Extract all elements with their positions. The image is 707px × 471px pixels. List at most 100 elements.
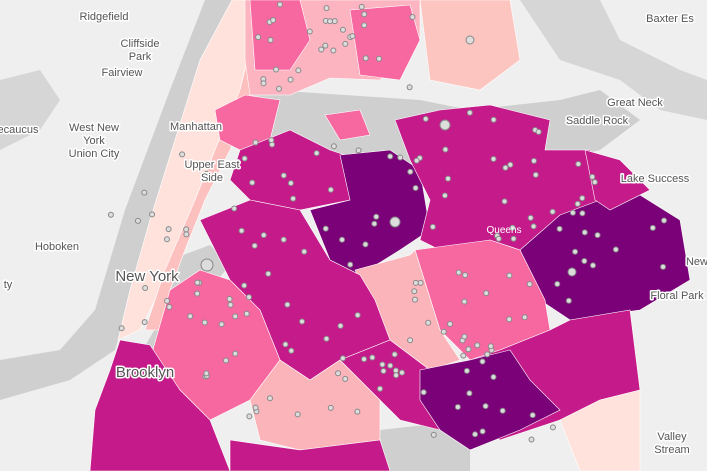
- point: [222, 357, 229, 364]
- point: [246, 294, 253, 301]
- place-label: Manhattan: [170, 121, 222, 133]
- point: [287, 76, 294, 83]
- place-label-line: Baxter Es: [646, 13, 694, 25]
- place-label: Queens: [486, 225, 521, 236]
- point: [149, 211, 156, 218]
- place-label-line: Lake Success: [621, 173, 690, 185]
- place-label-line: Saddle Rock: [566, 115, 629, 127]
- point: [441, 192, 448, 199]
- point: [194, 279, 201, 286]
- point: [420, 389, 427, 396]
- point: [238, 227, 245, 234]
- point: [589, 262, 596, 269]
- point: [280, 172, 287, 179]
- point: [549, 424, 556, 431]
- place-label: Valley Stream: [654, 431, 689, 456]
- point: [295, 67, 302, 74]
- place-label-line: Park: [129, 51, 152, 63]
- point: [429, 223, 436, 230]
- point: [479, 428, 486, 435]
- points: [107, 1, 668, 443]
- point: [440, 328, 447, 335]
- point: [549, 208, 556, 215]
- point: [572, 248, 579, 255]
- point: [460, 352, 467, 359]
- point: [387, 362, 394, 369]
- point: [164, 297, 171, 304]
- point: [354, 408, 361, 415]
- point: [479, 358, 486, 365]
- point: [323, 5, 330, 12]
- point: [377, 385, 384, 392]
- point: [660, 263, 667, 270]
- point: [387, 153, 394, 160]
- point: [203, 370, 210, 377]
- place-label: Fairview: [102, 67, 143, 79]
- place-label-line: New: [686, 256, 707, 268]
- point: [509, 224, 516, 231]
- place-label-line: Cliffside: [121, 38, 160, 50]
- point: [327, 186, 334, 193]
- point: [490, 374, 497, 381]
- point: [565, 297, 572, 304]
- point: [373, 213, 380, 220]
- point: [288, 347, 295, 354]
- point: [246, 413, 253, 420]
- point: [201, 319, 208, 326]
- place-label-line: Fairview: [102, 67, 143, 79]
- point: [194, 290, 201, 297]
- point: [142, 284, 149, 291]
- point: [526, 281, 533, 288]
- place-label-line: Valley: [657, 431, 687, 443]
- point: [569, 209, 576, 216]
- point: [362, 241, 369, 248]
- place-label: Lake Success: [621, 173, 690, 185]
- point: [507, 161, 514, 168]
- point: [417, 279, 424, 286]
- place-label-line: Union City: [69, 148, 120, 160]
- point: [412, 279, 419, 286]
- point: [411, 288, 418, 295]
- region: [584, 149, 651, 211]
- point: [474, 342, 481, 349]
- place-label-line: York: [83, 135, 105, 147]
- point: [581, 257, 588, 264]
- point: [412, 185, 419, 192]
- region: [559, 389, 641, 471]
- point: [318, 46, 325, 53]
- point: [266, 395, 273, 402]
- place-label-line: ecaucus: [0, 124, 39, 136]
- point: [339, 355, 346, 362]
- region: [309, 149, 431, 276]
- point: [397, 154, 404, 161]
- place-label-line: Upper East: [184, 159, 239, 171]
- point: [249, 179, 256, 186]
- point: [163, 236, 170, 243]
- point: [398, 369, 405, 376]
- point: [241, 155, 248, 162]
- point: [528, 436, 535, 443]
- place-label-line: Floral Park: [650, 290, 704, 302]
- point: [361, 356, 368, 363]
- point: [330, 143, 337, 150]
- point: [322, 42, 329, 49]
- point: [499, 407, 506, 414]
- point: [339, 26, 346, 33]
- point: [187, 313, 194, 320]
- point: [231, 205, 238, 212]
- point: [232, 350, 239, 357]
- point: [273, 66, 280, 73]
- point: [294, 411, 301, 418]
- point: [134, 217, 141, 224]
- point: [407, 168, 414, 175]
- region: [349, 4, 421, 81]
- place-label-line: ty: [4, 279, 13, 291]
- point: [284, 301, 291, 308]
- place-label: Great Neck: [607, 97, 663, 109]
- point: [379, 361, 386, 368]
- place-label: Brooklyn: [116, 364, 174, 381]
- point: [290, 195, 297, 202]
- point: [342, 40, 349, 47]
- labels: Ridgefield Cliffside Park Fairview ecaucus We…: [0, 10, 707, 458]
